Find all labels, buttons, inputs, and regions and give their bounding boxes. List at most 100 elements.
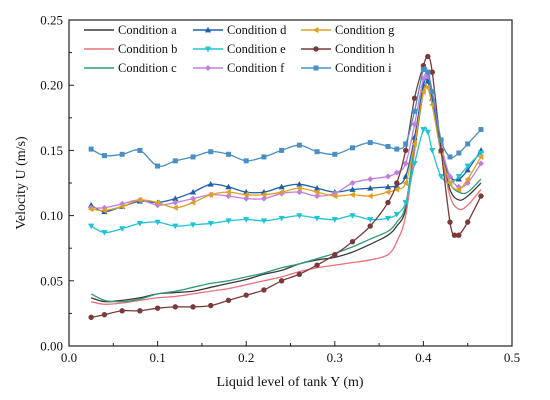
data-point	[225, 151, 231, 157]
data-point	[172, 199, 179, 206]
data-point	[424, 84, 431, 91]
data-point	[455, 174, 462, 180]
data-point	[393, 169, 400, 176]
data-point	[367, 176, 374, 183]
data-point	[296, 181, 303, 187]
data-point	[384, 183, 392, 190]
data-point	[101, 230, 108, 236]
data-point	[403, 141, 409, 147]
data-point	[118, 203, 125, 210]
data-point	[243, 292, 249, 298]
data-point	[438, 137, 444, 143]
data-point	[101, 312, 108, 318]
data-point	[279, 147, 285, 153]
x-tick-label: 0.0	[61, 350, 77, 365]
legend-marker	[204, 26, 212, 33]
data-point	[393, 211, 400, 218]
data-point	[464, 163, 471, 170]
series-layer	[87, 53, 485, 321]
data-point	[296, 213, 303, 219]
legend-item: Condition d	[193, 23, 287, 37]
y-tick-label: 0.20	[40, 78, 63, 93]
data-point	[478, 127, 484, 133]
x-tick-label: 0.5	[504, 350, 520, 365]
data-point	[424, 129, 431, 136]
data-point	[137, 147, 143, 153]
legend-marker	[313, 46, 319, 52]
data-point	[172, 223, 179, 230]
data-point	[119, 308, 125, 314]
x-tick-label: 0.3	[327, 350, 343, 365]
data-point	[207, 221, 214, 227]
data-point	[313, 189, 320, 196]
data-point	[478, 193, 484, 199]
data-point	[243, 158, 249, 164]
data-point	[101, 207, 107, 214]
data-point	[385, 199, 391, 206]
data-point	[242, 191, 249, 198]
data-point	[154, 305, 161, 311]
data-point	[411, 121, 418, 128]
data-point	[438, 147, 444, 154]
data-point	[225, 218, 232, 225]
data-point	[278, 183, 285, 190]
legend-label: Condition d	[227, 23, 287, 37]
data-point	[402, 147, 409, 154]
data-point	[384, 189, 391, 196]
data-point	[367, 184, 374, 191]
data-point	[438, 174, 445, 180]
data-point	[260, 195, 267, 202]
series-e	[88, 126, 485, 236]
data-point	[464, 175, 471, 183]
y-tick-label: 0.05	[40, 273, 63, 288]
series-g	[87, 84, 484, 214]
data-point	[332, 252, 338, 258]
data-point	[394, 146, 400, 152]
data-point	[367, 217, 374, 223]
data-point	[225, 189, 231, 196]
data-point	[424, 73, 431, 80]
data-point	[136, 221, 143, 227]
data-point	[429, 89, 435, 95]
legend-label: Condition c	[118, 61, 177, 75]
data-point	[477, 160, 485, 167]
y-tick-label: 0.25	[40, 13, 63, 28]
data-point	[350, 145, 356, 151]
ticks-layer: 0.0 0.1 0.2 0.3 0.4 0.5 0.00 0.05 0.10 0.15 0.20 0.…	[40, 13, 520, 366]
x-tick-label: 0.4	[415, 350, 432, 365]
y-tick-label: 0.00	[40, 339, 63, 354]
data-point	[420, 88, 426, 95]
data-point	[385, 143, 391, 149]
data-point	[225, 183, 232, 190]
legend-label: Condition e	[227, 42, 286, 56]
data-point	[446, 173, 454, 180]
data-point	[314, 193, 321, 200]
data-point	[296, 142, 302, 148]
data-point	[465, 219, 471, 225]
data-point	[349, 213, 356, 219]
data-point	[456, 232, 462, 238]
data-point	[464, 166, 471, 173]
data-point	[278, 215, 285, 222]
legend-label: Condition i	[335, 61, 392, 75]
data-point	[384, 215, 392, 222]
legend-label: Condition a	[118, 23, 177, 37]
data-point	[412, 108, 418, 114]
data-point	[88, 223, 95, 230]
data-point	[331, 192, 338, 200]
data-point	[207, 181, 214, 187]
legend-label: Condition b	[118, 42, 177, 56]
data-point	[189, 188, 197, 195]
data-point	[243, 195, 250, 202]
data-point	[349, 238, 356, 245]
x-axis-title: Liquid level of tank Y (m)	[216, 375, 363, 390]
data-point	[261, 287, 267, 293]
data-point	[349, 179, 356, 187]
data-point	[402, 179, 409, 187]
data-point	[278, 278, 285, 284]
legend-marker	[312, 26, 319, 34]
data-point	[208, 149, 214, 155]
plot-area	[69, 20, 512, 346]
data-point	[243, 217, 250, 223]
